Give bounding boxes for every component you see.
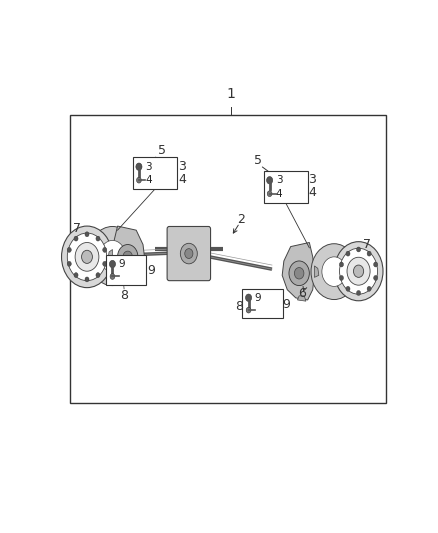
Text: 4: 4	[308, 187, 316, 199]
Bar	[243, 289, 283, 318]
Text: 7: 7	[363, 238, 371, 251]
Text: 1: 1	[227, 87, 236, 101]
Polygon shape	[297, 296, 306, 301]
Circle shape	[96, 236, 100, 241]
Circle shape	[61, 226, 113, 288]
Circle shape	[103, 247, 107, 252]
Text: 5: 5	[254, 154, 262, 167]
Text: 8: 8	[235, 301, 243, 313]
Text: 9: 9	[283, 297, 290, 311]
Text: 9: 9	[147, 264, 155, 277]
Circle shape	[347, 257, 370, 285]
Circle shape	[117, 245, 138, 269]
Bar	[106, 255, 146, 285]
Circle shape	[136, 163, 142, 171]
Circle shape	[289, 261, 309, 286]
Circle shape	[75, 243, 99, 271]
Text: 8: 8	[120, 289, 128, 302]
Circle shape	[123, 251, 132, 263]
Circle shape	[357, 247, 360, 252]
Text: 5: 5	[158, 144, 166, 157]
Circle shape	[374, 276, 378, 280]
Polygon shape	[282, 243, 314, 300]
Circle shape	[74, 236, 78, 241]
Circle shape	[334, 241, 383, 301]
Circle shape	[180, 243, 197, 264]
Circle shape	[103, 261, 107, 266]
Circle shape	[67, 247, 71, 252]
Text: 3: 3	[276, 175, 283, 185]
Text: 3: 3	[178, 160, 186, 173]
Circle shape	[339, 276, 343, 280]
Circle shape	[246, 294, 251, 302]
Circle shape	[137, 177, 141, 183]
Text: 2: 2	[237, 213, 245, 227]
Text: 4: 4	[276, 189, 283, 199]
Text: 9: 9	[119, 259, 125, 269]
Circle shape	[99, 240, 125, 272]
Polygon shape	[113, 226, 145, 284]
Circle shape	[246, 307, 251, 313]
Circle shape	[367, 286, 371, 291]
Circle shape	[367, 251, 371, 256]
Circle shape	[353, 265, 364, 277]
Circle shape	[96, 273, 100, 278]
Text: 3: 3	[145, 161, 152, 172]
Circle shape	[81, 251, 92, 263]
Circle shape	[346, 286, 350, 291]
Text: 3: 3	[308, 173, 316, 186]
Polygon shape	[121, 279, 130, 285]
Text: 7: 7	[74, 222, 81, 235]
Circle shape	[110, 261, 116, 268]
Circle shape	[74, 273, 78, 278]
Circle shape	[88, 227, 137, 286]
Circle shape	[185, 248, 193, 259]
Polygon shape	[108, 249, 113, 261]
Text: 4: 4	[145, 175, 152, 185]
Circle shape	[374, 262, 378, 267]
Text: 9: 9	[254, 293, 261, 303]
Circle shape	[85, 232, 89, 237]
Circle shape	[267, 191, 272, 197]
Circle shape	[85, 277, 89, 282]
Circle shape	[339, 248, 378, 294]
Bar	[133, 157, 177, 189]
Text: 6: 6	[299, 287, 307, 300]
Circle shape	[110, 273, 115, 279]
Text: 4: 4	[178, 173, 186, 186]
Bar	[70, 115, 386, 402]
Circle shape	[267, 176, 273, 184]
Circle shape	[294, 268, 304, 279]
FancyBboxPatch shape	[167, 227, 211, 281]
Bar	[264, 171, 307, 203]
Circle shape	[339, 262, 343, 267]
Polygon shape	[314, 266, 319, 277]
Circle shape	[67, 261, 71, 266]
Circle shape	[311, 244, 357, 300]
Circle shape	[322, 257, 346, 286]
Circle shape	[346, 251, 350, 256]
Circle shape	[357, 290, 360, 295]
Circle shape	[67, 233, 107, 281]
